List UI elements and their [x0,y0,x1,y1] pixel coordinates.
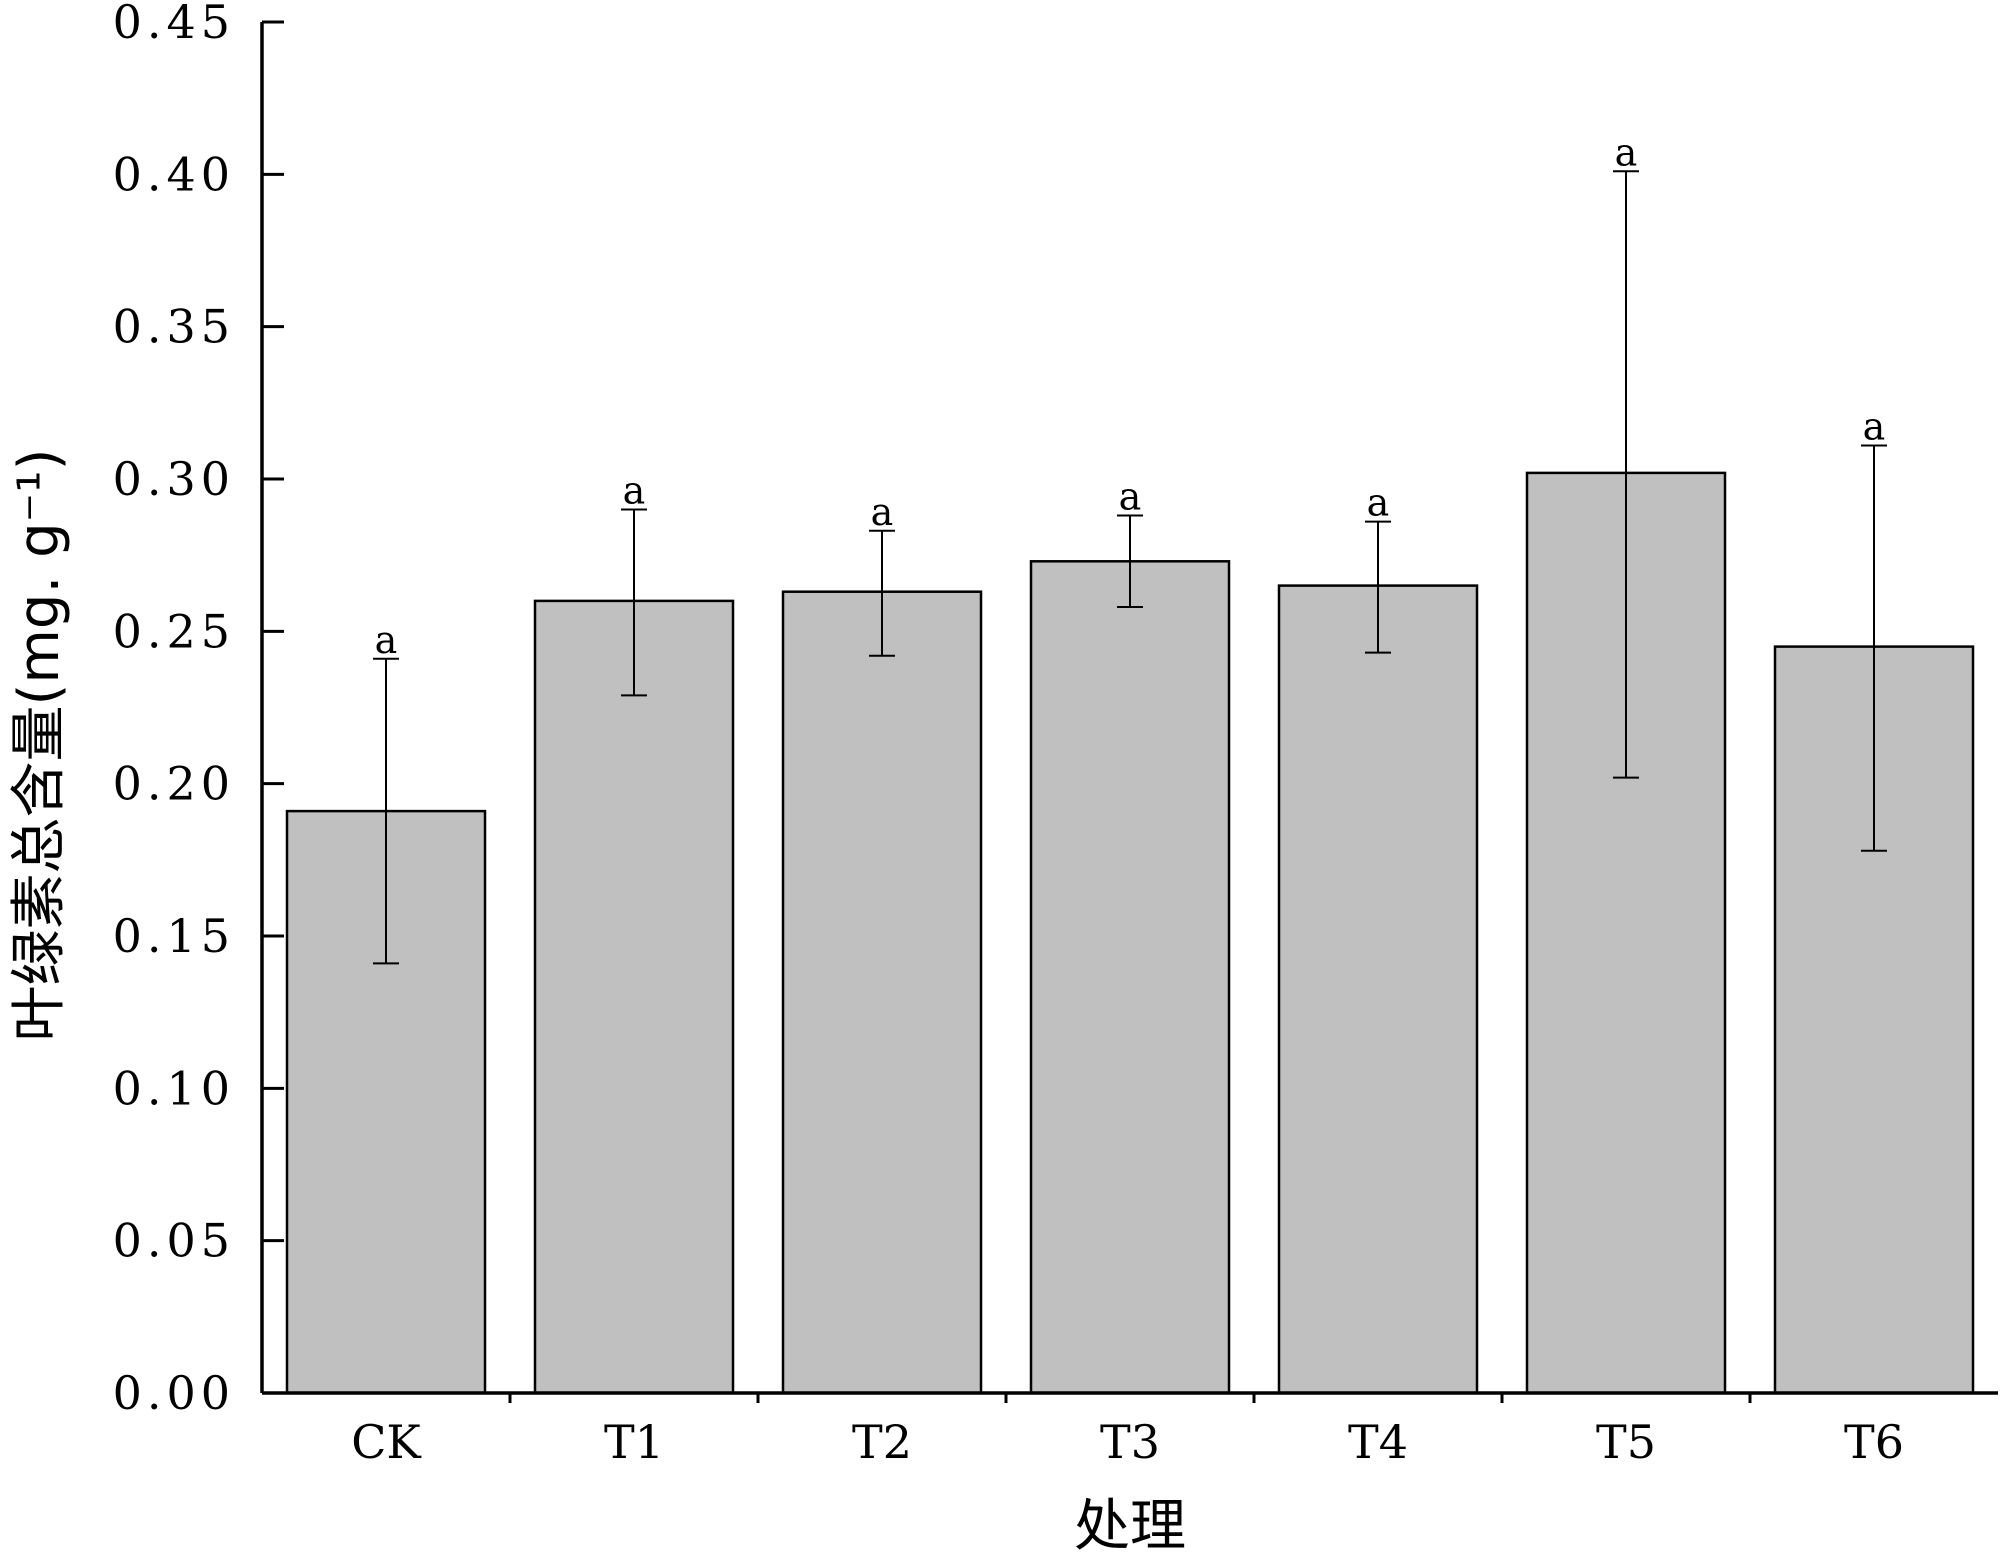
y-tick-label-6: 0.30 [113,452,235,506]
y-tick-label-3: 0.15 [113,909,235,963]
bar-t4 [1277,584,1479,1395]
significance-label-t2: a [871,490,894,534]
significance-label-t6: a [1863,404,1886,448]
bar-t3 [1029,560,1231,1395]
y-tick-label-0: 0.00 [113,1366,235,1420]
x-tick-label-t2: T2 [852,1415,912,1469]
chart-axes: CK T1 T2 T3 T4 T5 T6 0.00 0.05 0.10 0.15 0.20 0.25 0.… [113,0,1998,1469]
chart-marks: a a a a a a a [285,130,1975,1395]
x-tick-label-t3: T3 [1100,1415,1160,1469]
significance-label-t5: a [1615,130,1638,174]
y-tick-label-4: 0.20 [113,757,235,811]
y-tick-label-5: 0.25 [113,604,235,658]
significance-label-t4: a [1367,481,1390,525]
y-tick-label-2: 0.10 [113,1061,235,1115]
y-tick-label-8: 0.40 [113,147,235,201]
y-tick-label-1: 0.05 [113,1214,235,1268]
significance-label-t3: a [1119,475,1142,519]
x-tick-label-t1: T1 [604,1415,664,1469]
y-tick-label-7: 0.35 [113,300,235,354]
significance-label-ck: a [375,618,398,662]
x-tick-label-t5: T5 [1596,1415,1656,1469]
x-tick-label-t6: T6 [1844,1415,1904,1469]
y-tick-label-9: 0.45 [113,0,235,49]
y-axis-title: 叶绿素总含量(mg. g⁻¹) [7,449,72,1042]
x-tick-label-t4: T4 [1348,1415,1408,1469]
bar-t2 [781,590,983,1395]
x-axis-title: 处理 [1074,1494,1186,1559]
bar-t1 [533,599,735,1395]
significance-label-t1: a [623,468,646,512]
x-tick-label-ck: CK [351,1415,422,1469]
